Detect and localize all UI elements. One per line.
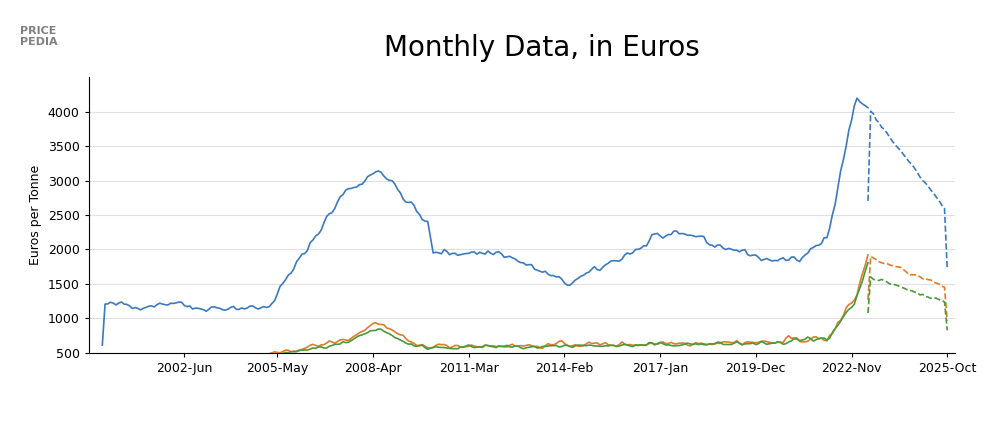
Text: Monthly Data, in Euros: Monthly Data, in Euros bbox=[384, 34, 699, 62]
Legend: Forecast: Forecast bbox=[95, 428, 193, 430]
Y-axis label: Euros per Tonne: Euros per Tonne bbox=[30, 165, 42, 265]
Text: PRICE
PEDIA: PRICE PEDIA bbox=[20, 26, 57, 47]
